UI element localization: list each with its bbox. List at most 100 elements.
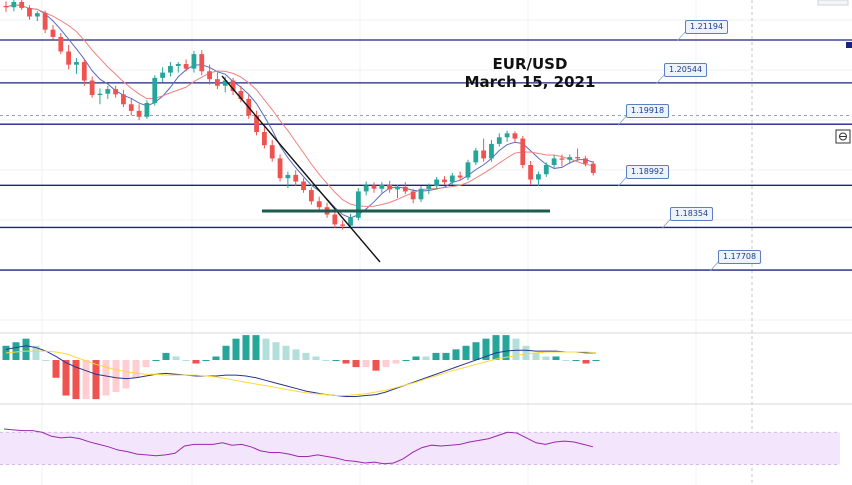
macd-histogram-bar — [72, 360, 80, 400]
candle-body — [74, 62, 79, 65]
macd-line — [5, 345, 596, 397]
candle-body — [261, 132, 267, 146]
candle-body — [238, 91, 244, 99]
annotations — [221, 75, 550, 263]
macd-histogram-bar — [562, 360, 570, 361]
candle-body — [81, 62, 87, 81]
macd-histogram-bar — [232, 338, 240, 360]
toolbar-icon — [817, 0, 849, 6]
level-label: 1.18354 — [670, 207, 714, 222]
macd-histogram-bar — [222, 345, 230, 360]
candle-body — [3, 5, 9, 8]
level-label: 1.21194 — [685, 19, 729, 34]
macd-histogram-bar — [342, 360, 350, 364]
macd-histogram-bar — [272, 342, 280, 360]
macd-histogram-bar — [142, 360, 150, 368]
level-label: 1.20544 — [664, 62, 708, 77]
candle-body — [355, 191, 361, 218]
macd-panel — [2, 335, 600, 400]
candle-body — [332, 214, 338, 225]
candle-body — [583, 158, 588, 164]
candle-body — [520, 138, 526, 165]
macd-histogram-bar — [352, 360, 360, 368]
macd-histogram-bar — [302, 352, 310, 360]
candle-body — [387, 184, 393, 190]
macd-histogram-bar — [242, 335, 250, 360]
candle-body — [348, 217, 353, 226]
macd-histogram-bar — [362, 360, 370, 368]
macd-histogram-bar — [442, 352, 450, 360]
macd-histogram-bar — [482, 338, 490, 360]
candle-body — [512, 133, 518, 139]
candle-body — [543, 165, 549, 175]
candle-body — [363, 185, 369, 192]
macd-histogram-bar — [582, 360, 590, 364]
candle-body — [168, 66, 173, 73]
candle-body — [66, 51, 72, 65]
rsi-panel — [0, 428, 840, 465]
macd-histogram-bar — [82, 360, 90, 400]
macd-histogram-bar — [492, 335, 500, 360]
candle-body — [410, 191, 416, 200]
fast-ma-line — [5, 4, 594, 219]
candle-body — [254, 115, 259, 132]
candlesticks — [3, 0, 596, 230]
candle-body — [465, 162, 471, 178]
candle-body — [442, 179, 447, 183]
level-label: 1.19918 — [626, 104, 670, 119]
candle-body — [215, 79, 220, 86]
level-marker — [846, 42, 852, 48]
macd-histogram-bar — [182, 360, 190, 361]
candle-body — [473, 150, 479, 163]
macd-histogram-bar — [122, 360, 130, 389]
macd-histogram-bar — [572, 360, 580, 361]
chart-subtitle: March 15, 2021 — [464, 73, 596, 91]
candle-body — [175, 64, 181, 66]
candle-body — [121, 94, 126, 105]
downtrend-line — [221, 75, 381, 263]
candle-body — [207, 71, 212, 80]
candle-body — [128, 104, 134, 111]
chart-ui — [817, 0, 852, 144]
macd-histogram-bar — [172, 356, 180, 360]
candle-body — [160, 72, 165, 78]
candle-body — [402, 186, 408, 192]
candle-body — [575, 157, 580, 159]
macd-histogram-bar — [282, 345, 290, 360]
macd-histogram-bar — [412, 356, 420, 360]
candle-body — [230, 80, 236, 92]
macd-histogram-bar — [202, 360, 210, 361]
macd-histogram-bar — [102, 360, 110, 396]
macd-histogram-bar — [392, 360, 400, 364]
macd-histogram-bar — [322, 360, 330, 361]
macd-histogram-bar — [132, 360, 140, 378]
macd-histogram-bar — [42, 360, 50, 361]
macd-histogram-bar — [462, 345, 470, 360]
candle-body — [536, 174, 541, 180]
candle-body — [340, 224, 346, 226]
rsi-line — [3, 428, 594, 465]
candle-body — [152, 77, 158, 103]
candle-body — [50, 29, 56, 37]
macd-histogram-bar — [452, 349, 460, 360]
candle-body — [418, 188, 424, 200]
candle-body — [144, 102, 150, 117]
candle-body — [199, 54, 205, 72]
candle-body — [426, 186, 432, 189]
macd-histogram-bar — [472, 342, 480, 360]
macd-histogram-bar — [52, 360, 60, 378]
macd-histogram-bar — [252, 335, 260, 360]
macd-histogram-bar — [152, 360, 160, 361]
macd-histogram-bar — [292, 349, 300, 360]
macd-histogram-bar — [532, 352, 540, 360]
macd-histogram-bar — [32, 345, 40, 360]
candle-body — [496, 137, 502, 144]
candle-body — [316, 201, 322, 208]
macd-histogram-bar — [12, 342, 20, 360]
candle-body — [395, 186, 400, 190]
macd-histogram-bar — [92, 360, 100, 400]
candle-body — [19, 1, 25, 8]
chart-title: EUR/USD — [492, 55, 568, 73]
macd-histogram-bar — [192, 360, 200, 364]
candle-body — [191, 54, 197, 69]
